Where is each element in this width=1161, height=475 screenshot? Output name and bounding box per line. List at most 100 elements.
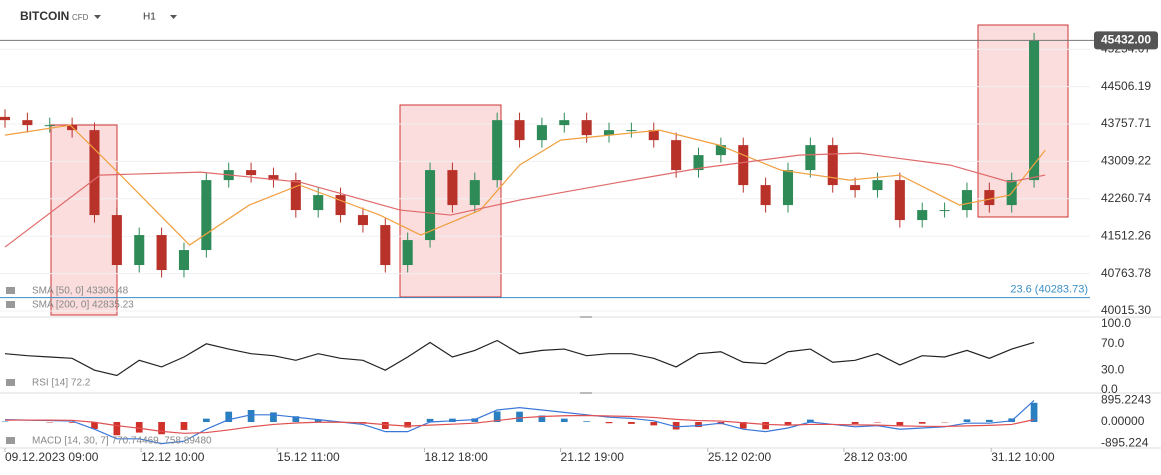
macd-line bbox=[4, 414, 1035, 434]
x-tick-label: 15.12 11:00 bbox=[277, 450, 340, 464]
highlight-box bbox=[977, 24, 1069, 218]
y-tick-label: 30.0 bbox=[1101, 362, 1125, 376]
fib-label: 23.6 (40283.73) bbox=[1010, 283, 1088, 295]
candle-body bbox=[89, 130, 100, 216]
x-tick-label: 31.12 10:00 bbox=[991, 450, 1055, 464]
macd-histogram-bar bbox=[963, 419, 971, 423]
candle-body bbox=[469, 180, 480, 206]
macd-histogram-bar bbox=[516, 411, 523, 423]
macd-histogram-bar bbox=[426, 418, 434, 423]
rsi-line bbox=[4, 339, 1035, 377]
sma-line bbox=[4, 152, 1046, 248]
header: BITCOIN CFD H1 bbox=[20, 9, 177, 23]
candle-body bbox=[1029, 40, 1040, 181]
candle-body bbox=[984, 190, 995, 206]
macd-histogram-bar bbox=[628, 422, 635, 424]
candle-body bbox=[447, 170, 458, 206]
macd-histogram-bar bbox=[784, 422, 792, 425]
y-tick-label: 42260.74 bbox=[1101, 191, 1151, 205]
y-tick-label: 41512.26 bbox=[1101, 228, 1151, 242]
legend-icon bbox=[6, 437, 15, 444]
symbol-dropdown[interactable] bbox=[94, 15, 101, 19]
macd-histogram-bar bbox=[762, 422, 769, 430]
candle-body bbox=[290, 180, 301, 211]
candle-body bbox=[380, 225, 391, 266]
candle-body bbox=[850, 185, 861, 191]
highlight-box bbox=[50, 124, 118, 316]
candle-body bbox=[961, 190, 972, 211]
x-tick-label: 25.12 02:00 bbox=[708, 450, 772, 464]
y-tick-label: -895.224 bbox=[1101, 436, 1149, 450]
pane-handle[interactable] bbox=[580, 392, 592, 394]
timeframe[interactable]: H1 bbox=[143, 12, 156, 23]
macd-histogram-bar bbox=[605, 422, 613, 424]
candle-body bbox=[201, 180, 212, 251]
macd-histogram-bar bbox=[739, 422, 747, 429]
candle-body bbox=[268, 175, 279, 181]
x-tick-label: 28.12 03:00 bbox=[844, 450, 908, 464]
candle-body bbox=[402, 240, 413, 266]
candle-body bbox=[357, 215, 368, 226]
macd-histogram-bar bbox=[68, 422, 76, 423]
y-tick-label: 0.0 bbox=[1101, 382, 1118, 396]
sma-line bbox=[4, 124, 1046, 246]
y-tick-label: 70.0 bbox=[1101, 336, 1125, 350]
macd-histogram-bar bbox=[202, 418, 210, 423]
candle-body bbox=[335, 195, 346, 216]
candle-body bbox=[425, 170, 436, 241]
macd-histogram-bar bbox=[1030, 402, 1038, 423]
candle-body bbox=[536, 125, 547, 141]
x-tick-label: 21.12 19:00 bbox=[561, 450, 625, 464]
y-tick-label: 44506.19 bbox=[1101, 79, 1151, 93]
candle-body bbox=[693, 155, 704, 171]
legend-icon bbox=[6, 379, 15, 386]
macd-histogram-bar bbox=[180, 422, 188, 430]
candle-body bbox=[782, 170, 794, 206]
macd-histogram-bar bbox=[896, 422, 904, 426]
legend-entry: SMA [50, 0] 43306.48 bbox=[32, 286, 129, 297]
candle-body bbox=[134, 235, 145, 266]
macd-histogram-bar bbox=[270, 412, 277, 423]
candle-body bbox=[22, 120, 33, 126]
macd-histogram-bar bbox=[493, 411, 501, 423]
candle-body bbox=[44, 125, 55, 127]
macd-histogram-bar bbox=[851, 422, 859, 424]
macd-histogram-bar bbox=[135, 422, 143, 433]
y-tick-label: 0.00000 bbox=[1101, 414, 1145, 428]
candle-body bbox=[715, 145, 726, 156]
legend-entry: MACD [14, 30, 7] 770.74469, 758.89480 bbox=[32, 436, 212, 447]
timeframe-dropdown[interactable] bbox=[170, 15, 177, 19]
x-tick-label: 09.12.2023 09:00 bbox=[5, 450, 99, 464]
candle-body bbox=[827, 145, 838, 186]
legend-icon bbox=[6, 301, 15, 308]
candle-body bbox=[313, 195, 324, 211]
y-tick-label: 895.2243 bbox=[1101, 393, 1151, 407]
macd-histogram-bar bbox=[292, 416, 300, 423]
macd-line bbox=[4, 399, 1035, 445]
pane-handle[interactable] bbox=[580, 316, 592, 318]
candle-body bbox=[156, 235, 167, 271]
symbol[interactable]: BITCOIN bbox=[20, 9, 69, 23]
macd-histogram-bar bbox=[538, 415, 546, 423]
macd-histogram-bar bbox=[695, 422, 702, 428]
macd-histogram-bar bbox=[225, 411, 233, 423]
macd-histogram-bar bbox=[91, 422, 98, 429]
macd-histogram-bar bbox=[807, 419, 814, 423]
macd-histogram-bar bbox=[672, 422, 680, 430]
x-tick-label: 18.12 18:00 bbox=[424, 450, 488, 464]
macd-histogram-bar bbox=[381, 422, 389, 429]
candle-body bbox=[894, 180, 905, 221]
candle-body bbox=[246, 170, 257, 176]
x-tick-label: 12.12 10:00 bbox=[141, 450, 205, 464]
macd-histogram-bar bbox=[404, 422, 412, 428]
candle-body bbox=[581, 120, 592, 136]
last-price-label: 45432.00 bbox=[1101, 33, 1151, 47]
macd-histogram-bar bbox=[583, 421, 591, 423]
candle-body bbox=[514, 120, 525, 141]
candle-body bbox=[805, 145, 816, 171]
legend-entry: SMA [200, 0] 42835.23 bbox=[32, 300, 134, 311]
candle-body bbox=[559, 120, 570, 126]
candle-body bbox=[492, 120, 503, 181]
macd-histogram-bar bbox=[918, 422, 926, 424]
candle-body bbox=[872, 180, 883, 191]
